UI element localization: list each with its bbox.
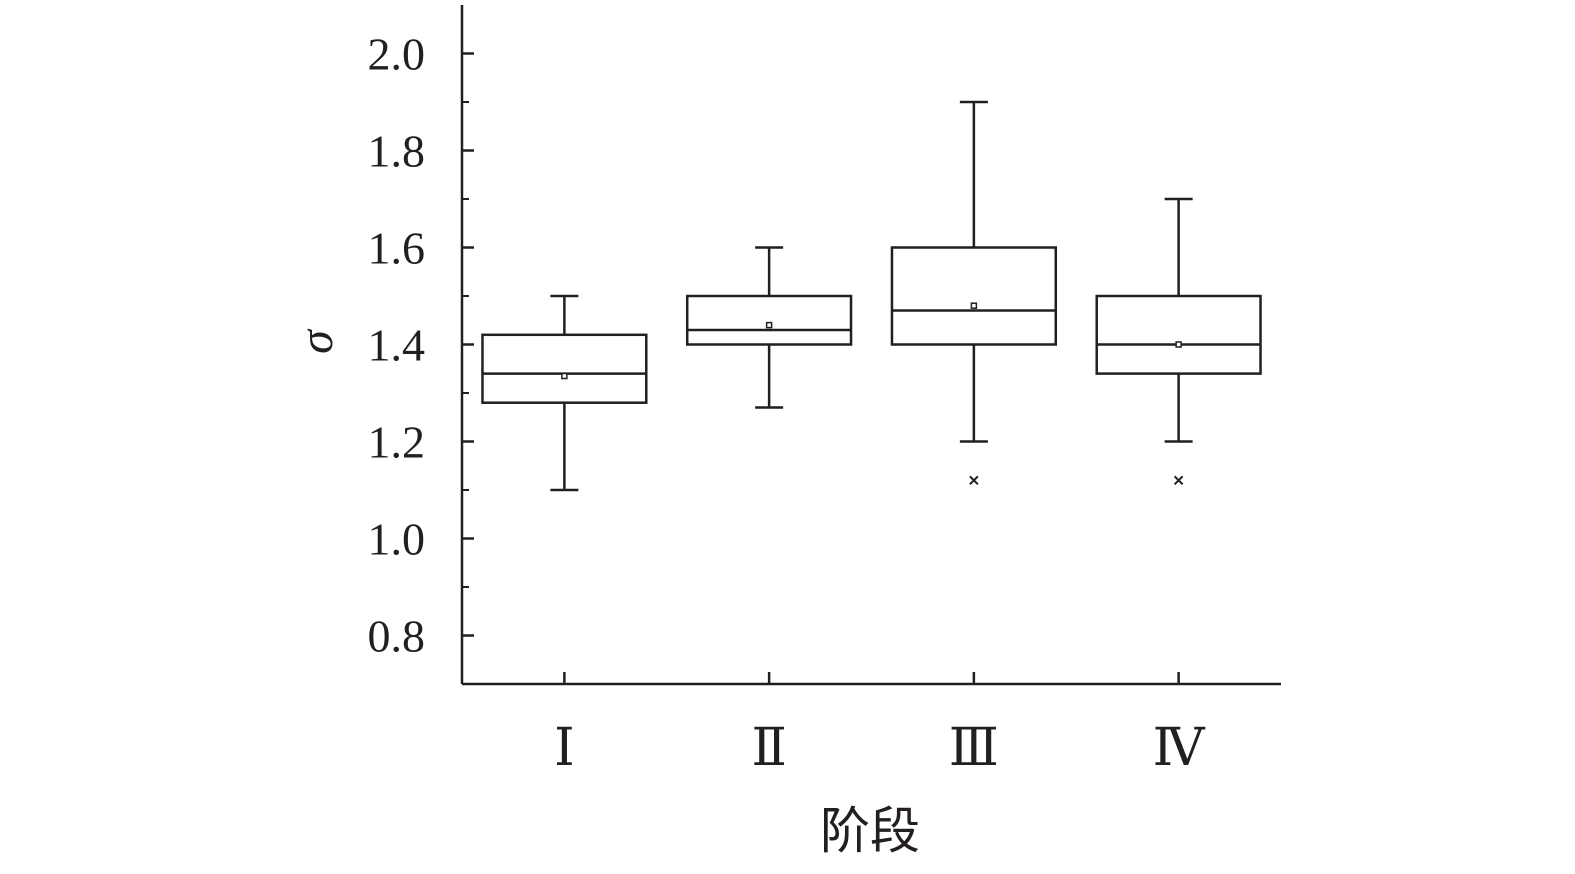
mean-marker bbox=[765, 321, 773, 329]
y-tick-label: 1.2 bbox=[368, 417, 426, 468]
x-tick-label: Ⅱ bbox=[751, 720, 786, 777]
mean-marker bbox=[970, 302, 978, 309]
y-tick-label: 1.0 bbox=[368, 514, 426, 565]
y-axis-label: σ bbox=[290, 328, 343, 354]
box bbox=[890, 246, 1058, 346]
outlier bbox=[969, 475, 979, 486]
box bbox=[481, 333, 648, 404]
x-axis-label: 阶段 bbox=[820, 803, 920, 859]
x-tick-label: Ⅲ bbox=[949, 720, 999, 777]
y-tick-label: 2.0 bbox=[368, 29, 426, 80]
y-tick-label: 0.8 bbox=[368, 611, 426, 662]
x-tick-label: Ⅰ bbox=[554, 720, 575, 777]
y-tick-label: 1.8 bbox=[368, 126, 426, 177]
mean-marker bbox=[561, 372, 568, 380]
box bbox=[685, 294, 853, 346]
y-tick-label: 1.4 bbox=[368, 320, 426, 371]
mean-marker bbox=[1175, 341, 1182, 348]
outlier bbox=[1173, 475, 1184, 486]
box bbox=[1095, 294, 1262, 375]
x-tick-label: Ⅳ bbox=[1153, 720, 1206, 777]
y-tick-label: 1.6 bbox=[368, 223, 426, 274]
